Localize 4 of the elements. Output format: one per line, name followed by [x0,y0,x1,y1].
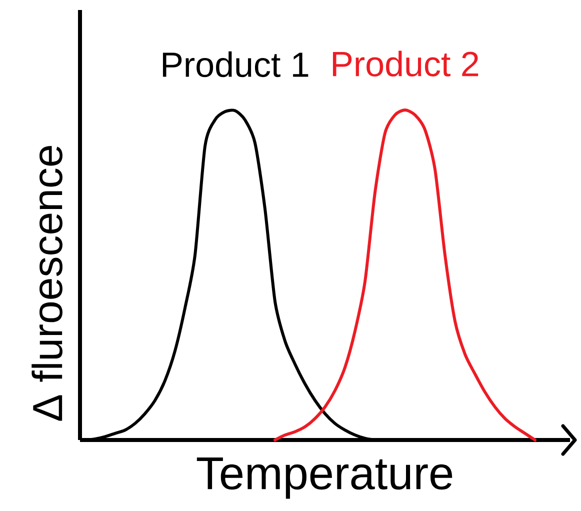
series-label: Product 1 [162,51,308,78]
x-axis-title: Temperature [196,458,452,499]
y-axis-title: Δ fluroescence [32,146,62,421]
series-label: Product 2 [332,50,478,76]
